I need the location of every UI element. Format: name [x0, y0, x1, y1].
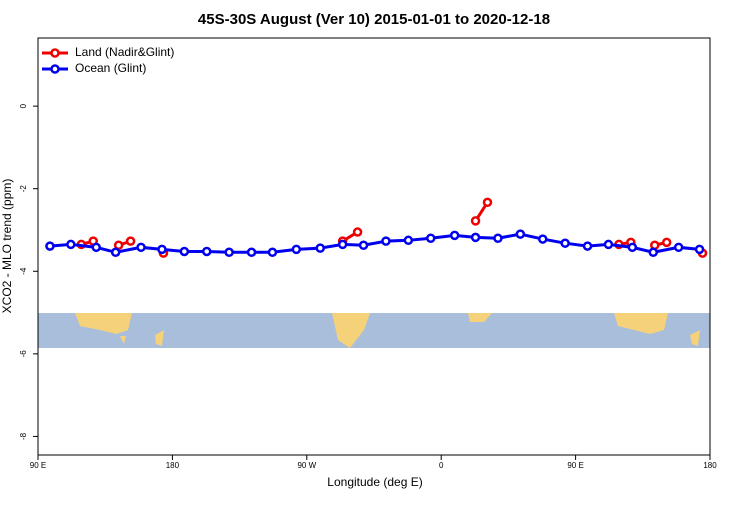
- data-point: [157, 244, 167, 255]
- data-point: [381, 236, 391, 246]
- data-point: [627, 242, 638, 253]
- data-point: [224, 247, 234, 258]
- data-point: [449, 230, 460, 241]
- data-point: [470, 216, 481, 226]
- data-point: [470, 232, 481, 243]
- data-point: [179, 246, 190, 257]
- series-line: [49, 232, 700, 254]
- x-tick-label: 90 W: [297, 461, 316, 470]
- y-tick-label: 0: [19, 103, 28, 108]
- data-point: [560, 238, 570, 248]
- data-point: [136, 242, 146, 253]
- data-point: [648, 247, 659, 258]
- data-point: [66, 239, 76, 250]
- y-tick-label: -6: [19, 350, 28, 358]
- y-axis-label: XCO2 - MLO trend (ppm): [0, 179, 14, 314]
- chart-title: 45S-30S August (Ver 10) 2015-01-01 to 20…: [198, 11, 550, 28]
- legend-label: Ocean (Glint): [75, 61, 146, 75]
- x-tick-label: 90 E: [567, 461, 583, 470]
- data-point: [291, 244, 302, 255]
- data-point: [482, 197, 493, 208]
- data-point: [694, 244, 705, 255]
- data-point: [537, 234, 548, 244]
- x-tick-label: 0: [439, 461, 444, 470]
- data-point: [582, 241, 593, 251]
- data-point: [337, 239, 348, 250]
- data-point: [425, 233, 436, 243]
- x-tick-label: 90 E: [30, 461, 46, 470]
- map-band: [38, 313, 710, 348]
- data-point: [358, 240, 369, 251]
- data-point: [91, 242, 101, 253]
- data-point: [673, 242, 684, 253]
- plot-frame: [37, 37, 711, 456]
- data-point: [315, 243, 325, 253]
- y-tick-label: -2: [19, 185, 28, 193]
- data-point: [246, 247, 257, 258]
- y-tick-label: -8: [19, 432, 28, 440]
- x-tick-label: 180: [703, 461, 717, 470]
- x-tick-label: 180: [166, 461, 180, 470]
- data-point: [125, 236, 136, 246]
- data-point: [403, 235, 414, 246]
- data-point: [45, 241, 55, 251]
- data-point: [110, 247, 121, 258]
- data-point: [515, 229, 526, 239]
- legend-marker: [50, 64, 60, 74]
- legend-label: Land (Nadir&Glint): [75, 45, 174, 59]
- data-point: [201, 246, 212, 257]
- data-point: [603, 239, 614, 250]
- data-point: [267, 247, 278, 258]
- x-axis-label: Longitude (deg E): [327, 475, 422, 489]
- data-point: [352, 227, 363, 237]
- legend-marker: [50, 48, 60, 58]
- data-point: [661, 237, 672, 248]
- y-tick-label: -4: [19, 267, 28, 275]
- data-point: [493, 233, 503, 243]
